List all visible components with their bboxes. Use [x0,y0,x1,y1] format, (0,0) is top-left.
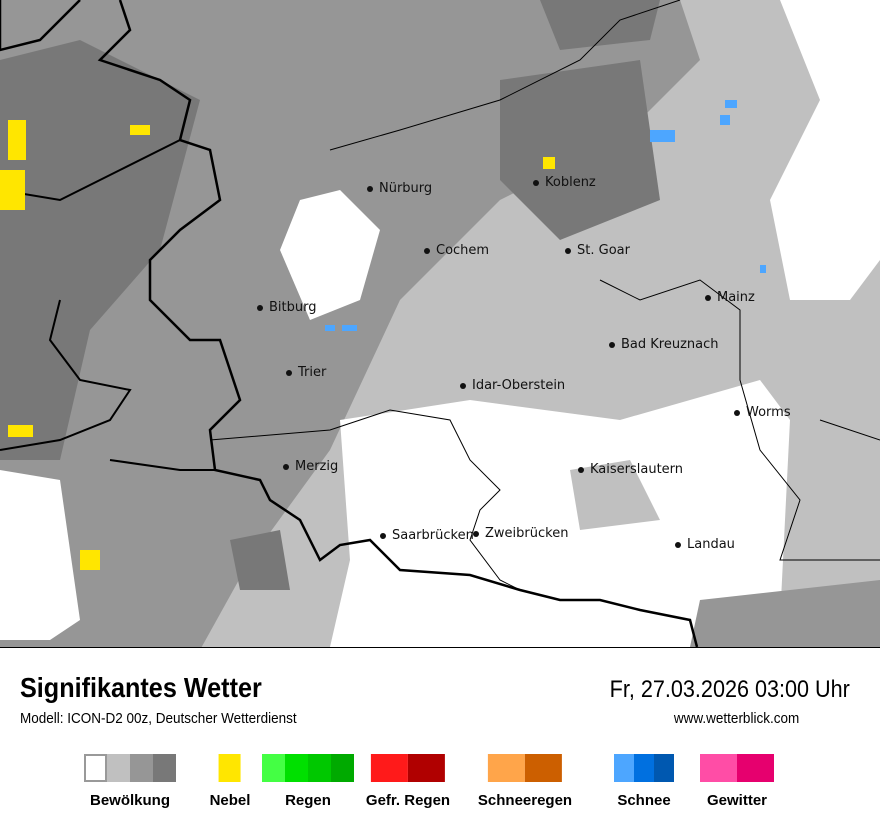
legend-item: Gewitter [700,754,774,809]
legend-swatches [700,754,774,782]
city-marker: Bitburg [257,300,317,315]
legend-swatch [153,754,176,782]
city-marker: Bad Kreuznach [609,337,719,352]
city-marker: Saarbrücken [380,528,474,543]
city-label: Worms [746,405,791,420]
map-title: Signifikantes Wetter [20,672,262,703]
legend-item: Regen [262,754,354,809]
city-dot-icon [578,466,584,473]
city-dot-icon [380,532,386,539]
website-link[interactable]: www.wetterblick.com [673,710,799,727]
city-dot-icon [283,463,289,470]
city-dot-icon [609,341,615,348]
legend-swatch [107,754,130,782]
city-dot-icon [286,369,292,376]
city-dot-icon [705,294,711,301]
forecast-datetime: Fr, 27.03.2026 03:00 Uhr [609,676,850,703]
city-dot-icon [675,541,681,548]
city-label: Saarbrücken [392,528,474,543]
legend-swatches [614,754,674,782]
city-marker: Merzig [283,459,338,474]
city-dot-icon [533,179,539,186]
city-label: Landau [687,537,735,552]
legend-swatch [614,754,634,782]
legend-label: Schnee [617,792,671,809]
legend-swatch [525,754,562,782]
city-marker: Cochem [424,243,489,258]
city-marker: Mainz [705,290,755,305]
legend-label: Nebel [209,792,251,809]
city-marker: Zweibrücken [473,526,568,541]
weather-map: Nürburg Koblenz Cochem St. Goar Mainz Bitburg… [0,0,880,650]
city-label: Bad Kreuznach [621,337,719,352]
map-background [0,0,880,650]
city-marker: Nürburg [367,181,432,196]
legend-label: Regen [285,792,331,809]
legend-swatch [262,754,285,782]
city-marker: Koblenz [533,175,596,190]
city-label: St. Goar [577,243,630,258]
city-dot-icon [473,530,479,537]
legend-swatch [308,754,331,782]
legend-item: Schneeregen [478,754,572,809]
legend-swatch [285,754,308,782]
legend-label: Gewitter [706,792,767,809]
legend-swatch [407,754,445,782]
city-dot-icon [460,382,466,389]
legend-label: Bewölkung [89,792,170,809]
city-label: Idar-Oberstein [472,378,566,393]
city-label: Nürburg [379,181,433,196]
legend-swatch [737,754,774,782]
legend-swatch [634,754,654,782]
legend-swatches [84,754,176,782]
city-label: Zweibrücken [485,526,569,541]
city-dot-icon [424,247,430,254]
city-marker: Worms [734,405,791,420]
legend-swatches [262,754,354,782]
city-label: Trier [298,365,327,380]
model-info: Modell: ICON-D2 00z, Deutscher Wetterdie… [20,710,297,727]
legend-swatch [370,754,408,782]
city-marker: Kaiserslautern [578,462,683,477]
legend-item: Gefr. Regen [366,754,450,809]
legend-swatches [488,754,562,782]
legend-swatches [370,754,445,782]
city-dot-icon [367,185,373,192]
city-label: Koblenz [545,175,596,190]
city-label: Mainz [717,290,755,305]
legend-swatch [130,754,153,782]
city-marker: St. Goar [565,243,630,258]
city-dot-icon [734,409,740,416]
legend-item: Bewölkung [84,754,176,809]
city-label: Bitburg [269,300,317,315]
legend-swatches [218,754,241,782]
city-marker: Landau [675,537,735,552]
city-dot-icon [565,247,571,254]
legend-swatch [331,754,354,782]
legend-item: Nebel [209,754,251,809]
city-label: Cochem [436,243,490,258]
legend-swatch [700,754,737,782]
legend-label: Gefr. Regen [365,792,451,809]
legend-swatch [488,754,525,782]
legend-swatch [84,754,107,782]
city-marker: Idar-Oberstein [460,378,565,393]
city-label: Merzig [295,459,339,474]
city-dot-icon [257,304,263,311]
legend-swatch [218,754,241,782]
legend-swatch [654,754,674,782]
city-label: Kaiserslautern [590,462,684,477]
city-marker: Trier [286,365,326,380]
legend-label: Schneeregen [477,792,573,809]
legend-item: Schnee [614,754,674,809]
